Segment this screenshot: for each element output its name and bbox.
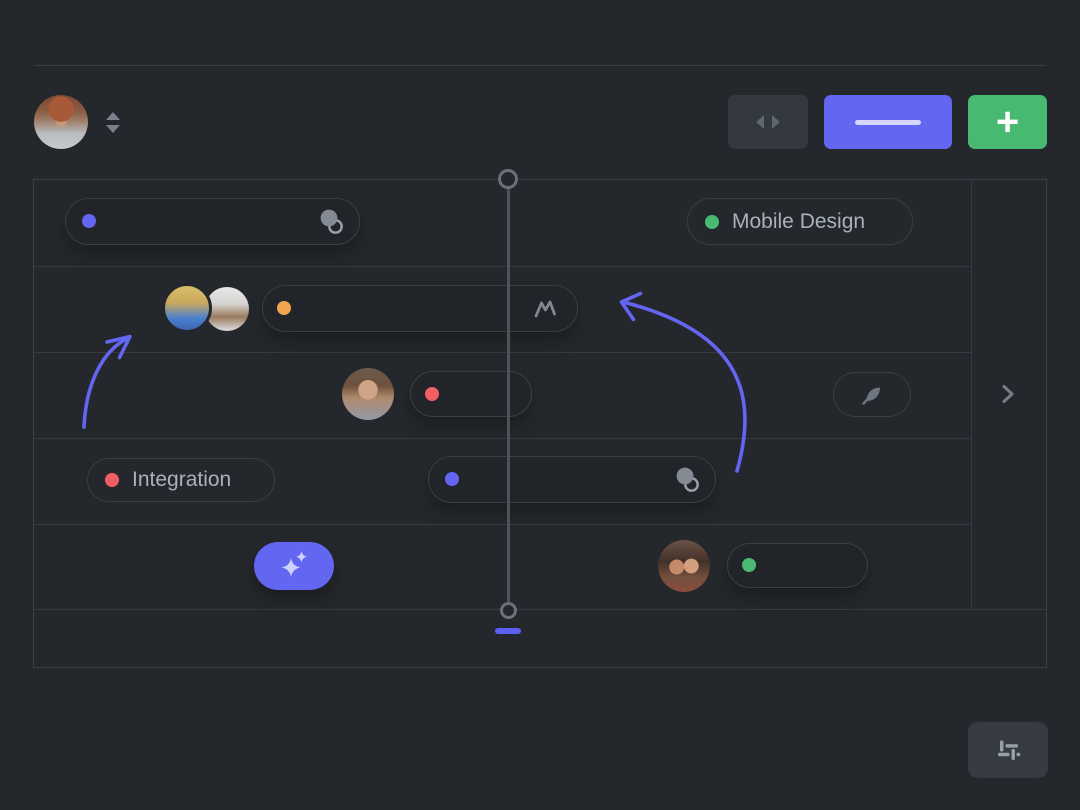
status-dot [105, 473, 119, 487]
task-pill-skeleton[interactable] [410, 371, 532, 417]
header-divider [34, 65, 1046, 66]
timeline-marker[interactable] [495, 628, 521, 634]
swap-columns-button[interactable] [728, 95, 808, 149]
primary-action-button[interactable] [824, 95, 952, 149]
task-pill-skeleton[interactable] [428, 456, 716, 503]
overlapping-circles-icon [320, 209, 343, 234]
leaf-button[interactable] [833, 372, 911, 417]
assignee-avatar[interactable] [658, 540, 710, 592]
sparkles-icon [281, 551, 308, 577]
status-dot [742, 558, 756, 572]
tag-label: Mobile Design [732, 209, 866, 233]
status-dot [705, 214, 719, 229]
overlapping-circles-icon [676, 467, 699, 492]
grid-line [34, 609, 1046, 610]
task-pill-skeleton[interactable] [262, 285, 578, 332]
tag-mobile-design[interactable]: Mobile Design [687, 198, 913, 245]
grid-line [34, 266, 971, 267]
tag-integration[interactable]: Integration [87, 458, 275, 502]
chevron-right-icon[interactable] [996, 382, 1020, 406]
timeline-top-handle[interactable] [498, 169, 518, 189]
grid-line [34, 352, 971, 353]
sort-icon[interactable] [102, 109, 124, 136]
activity-pulse-icon [534, 300, 556, 318]
assignee-avatar[interactable] [162, 283, 212, 333]
status-dot [82, 214, 96, 228]
grid-line [971, 180, 972, 609]
button-label-placeholder [855, 119, 921, 125]
left-right-triangles-icon [756, 115, 780, 129]
leaf-icon [862, 387, 880, 405]
timeline-line [507, 187, 510, 602]
task-pill-skeleton[interactable] [65, 198, 360, 245]
add-button[interactable]: + [968, 95, 1047, 149]
status-dot [277, 301, 291, 315]
status-dot [425, 387, 439, 401]
grid-line [34, 524, 971, 525]
sliders-icon [998, 740, 1021, 760]
user-avatar[interactable] [34, 95, 88, 149]
ai-generate-button[interactable] [254, 542, 334, 590]
status-dot [445, 472, 459, 486]
board-grid [33, 179, 1047, 668]
timeline-bottom-handle[interactable] [500, 602, 517, 619]
settings-button[interactable] [968, 722, 1048, 778]
tag-label: Integration [132, 468, 232, 491]
task-pill-skeleton[interactable] [727, 543, 868, 588]
assignee-avatar[interactable] [205, 287, 249, 331]
grid-line [34, 438, 971, 439]
assignee-avatar[interactable] [342, 368, 394, 420]
